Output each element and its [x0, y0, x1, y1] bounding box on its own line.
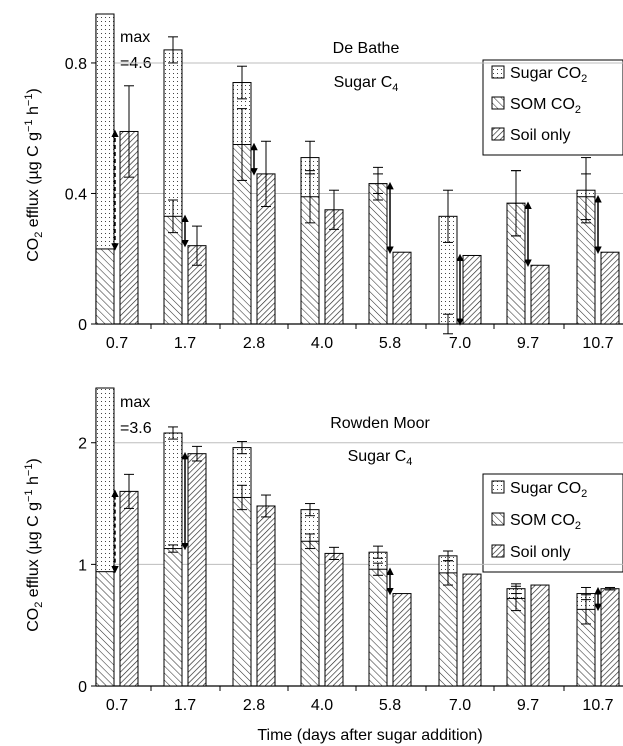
panel2-max-line2: =3.6 [120, 420, 152, 437]
panel2-bar-soil-only [119, 490, 139, 687]
panel1-y-axis-title: CO2 efflux (µg C g−1 h−1) [23, 88, 45, 262]
panel2-legend: Sugar CO2 SOM CO2 Soil only [482, 473, 623, 573]
panel2-legend-label-som: SOM CO2 [510, 512, 581, 532]
panel2-bar-som-co2 [438, 572, 458, 687]
panel1-xtick-label: 4.0 [311, 335, 333, 352]
panel2-bar-som-co2 [506, 597, 526, 687]
panel2-legend-swatch-soil [491, 544, 505, 558]
panel2-xtick-label: 2.8 [243, 697, 265, 714]
panel1-xtick-label: 10.7 [582, 335, 613, 352]
panel1-bar-soil-only [600, 251, 620, 325]
panel2-xtick-label: 1.7 [174, 697, 196, 714]
panel1-max-line2: =4.6 [120, 55, 152, 72]
panel2-xtick-label: 4.0 [311, 697, 333, 714]
panel2-y-axis-title: CO2 efflux (µg C g−1 h−1) [23, 458, 45, 632]
panel1-bar-som-co2 [368, 183, 388, 325]
panel1-site-label: De Bathe [333, 40, 400, 57]
x-axis-title: Time (days after sugar addition) [257, 727, 482, 744]
panel2-xtick-label: 10.7 [582, 697, 613, 714]
panel1-legend: Sugar CO2 SOM CO2 Soil only [482, 59, 623, 156]
panel2-xtick-label: 7.0 [449, 697, 471, 714]
panel2-legend-swatch-som [491, 512, 505, 526]
panel2-bar-soil-only [530, 584, 550, 687]
panel2-bar-soil-only [324, 552, 344, 687]
panel2-legend-label-soil: Soil only [510, 544, 570, 561]
panel1-xtick-label: 9.7 [517, 335, 539, 352]
panel1-ytick-label: 0.8 [65, 56, 87, 73]
panel2-bar-soil-only [462, 573, 482, 687]
panel2-bar-soil-only [256, 505, 276, 687]
panel2-xtick-label: 0.7 [106, 697, 128, 714]
panel2-bar-soil-only [392, 593, 412, 687]
panel1-bar-som-co2 [95, 248, 115, 325]
panel1-xtick-label: 0.7 [106, 335, 128, 352]
panel2-bar-soil-only [600, 588, 620, 687]
panel1-xtick-label: 7.0 [449, 335, 471, 352]
panel1-xtick-label: 5.8 [379, 335, 401, 352]
panel1-legend-label-sugar: Sugar CO2 [510, 65, 587, 85]
panel2-bar-som-co2 [95, 571, 115, 687]
panel2-ytick-label: 0 [78, 679, 87, 696]
panel2-bar-som-co2 [368, 568, 388, 687]
panel1-treatment-label: Sugar C4 [334, 74, 399, 94]
panel2-max-line1: max [120, 394, 150, 411]
panel1-bar-soil-only [462, 254, 482, 325]
panel2-legend-swatch-sugar [491, 480, 505, 494]
panel1-max-line1: max [120, 29, 150, 46]
panel1-plot: 0 0.4 0.8 0.7 1.7 2.8 4.0 5.8 7.0 9.7 10.7 [65, 13, 623, 352]
panel1-xtick-label: 1.7 [174, 335, 196, 352]
panel1-legend-swatch-sugar [491, 65, 505, 79]
panel1-legend-label-som: SOM CO2 [510, 96, 581, 116]
panel1-legend-swatch-soil [491, 127, 505, 141]
panel2-treatment-label: Sugar C4 [348, 448, 413, 468]
panel2-xtick-label: 9.7 [517, 697, 539, 714]
panel2-legend-label-sugar: Sugar CO2 [510, 480, 587, 500]
panel2-bar-som-co2 [163, 548, 183, 687]
panel2-bar-soil-only [187, 453, 207, 687]
panel1-xtick-label: 2.8 [243, 335, 265, 352]
panel1-legend-label-soil: Soil only [510, 127, 570, 144]
panel2-bar-som-co2 [300, 540, 320, 687]
panel1-ytick-label: 0.4 [65, 186, 87, 203]
panel2-ytick-label: 2 [78, 436, 87, 453]
panel2-site-label: Rowden Moor [330, 415, 430, 432]
panel1-bar-soil-only [530, 264, 550, 325]
panel2-bar-som-co2 [232, 496, 252, 687]
panel2-plot: 0 1 2 0.7 1.7 2.8 4.0 5.8 7.0 9.7 10.7 [78, 387, 623, 714]
panel1-legend-swatch-som [491, 96, 505, 110]
panel2-xtick-label: 5.8 [379, 697, 401, 714]
panel1-bar-soil-only [392, 251, 412, 325]
panel2-ytick-label: 1 [78, 557, 87, 574]
panel1-ytick-label: 0 [78, 317, 87, 334]
